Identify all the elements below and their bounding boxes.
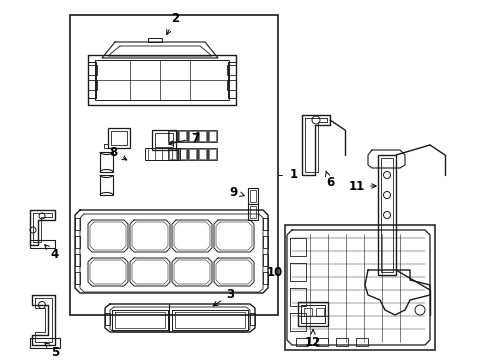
Bar bbox=[315, 308, 324, 316]
Bar bbox=[178, 130, 186, 142]
Bar bbox=[226, 65, 236, 75]
Bar bbox=[377, 155, 395, 275]
Bar bbox=[111, 131, 127, 145]
Text: 10: 10 bbox=[266, 266, 283, 279]
Bar bbox=[315, 338, 327, 346]
Bar bbox=[70, 15, 278, 315]
Bar bbox=[88, 80, 97, 90]
Bar bbox=[208, 131, 216, 141]
Bar bbox=[247, 188, 258, 204]
Bar bbox=[145, 148, 180, 160]
Bar bbox=[179, 149, 185, 159]
Bar bbox=[247, 204, 258, 220]
Bar bbox=[168, 130, 177, 142]
Bar bbox=[285, 225, 434, 350]
Bar bbox=[226, 80, 236, 90]
Bar bbox=[187, 130, 197, 142]
Bar bbox=[155, 133, 173, 147]
Bar bbox=[380, 158, 392, 272]
Text: 12: 12 bbox=[304, 330, 321, 348]
Bar bbox=[189, 149, 196, 159]
Bar bbox=[187, 148, 197, 160]
Bar bbox=[199, 131, 205, 141]
Text: 8: 8 bbox=[109, 145, 126, 160]
Text: 1: 1 bbox=[289, 168, 298, 181]
Bar bbox=[198, 148, 206, 160]
Bar bbox=[335, 338, 347, 346]
Bar bbox=[178, 148, 186, 160]
Text: 2: 2 bbox=[166, 12, 179, 35]
Bar bbox=[169, 149, 176, 159]
Bar bbox=[100, 175, 113, 195]
Bar bbox=[88, 65, 97, 75]
Bar bbox=[297, 302, 327, 326]
Text: 5: 5 bbox=[45, 343, 59, 359]
Text: 6: 6 bbox=[325, 171, 333, 189]
Text: 7: 7 bbox=[168, 131, 199, 145]
Text: 3: 3 bbox=[213, 288, 234, 306]
Text: 9: 9 bbox=[229, 185, 244, 198]
Bar bbox=[207, 148, 217, 160]
Bar bbox=[355, 338, 367, 346]
Bar bbox=[108, 128, 130, 148]
Bar bbox=[168, 148, 177, 160]
Bar bbox=[100, 152, 113, 172]
Bar bbox=[207, 130, 217, 142]
Text: 11: 11 bbox=[348, 180, 375, 193]
Bar bbox=[199, 149, 205, 159]
Bar bbox=[169, 131, 176, 141]
Text: 4: 4 bbox=[44, 245, 59, 261]
Bar bbox=[152, 130, 176, 150]
Bar bbox=[179, 131, 185, 141]
Bar bbox=[198, 130, 206, 142]
Bar bbox=[249, 190, 256, 202]
Bar bbox=[301, 305, 325, 323]
Bar bbox=[295, 338, 307, 346]
Bar bbox=[208, 149, 216, 159]
Bar bbox=[249, 206, 256, 218]
Bar bbox=[189, 131, 196, 141]
Bar bbox=[304, 308, 311, 316]
